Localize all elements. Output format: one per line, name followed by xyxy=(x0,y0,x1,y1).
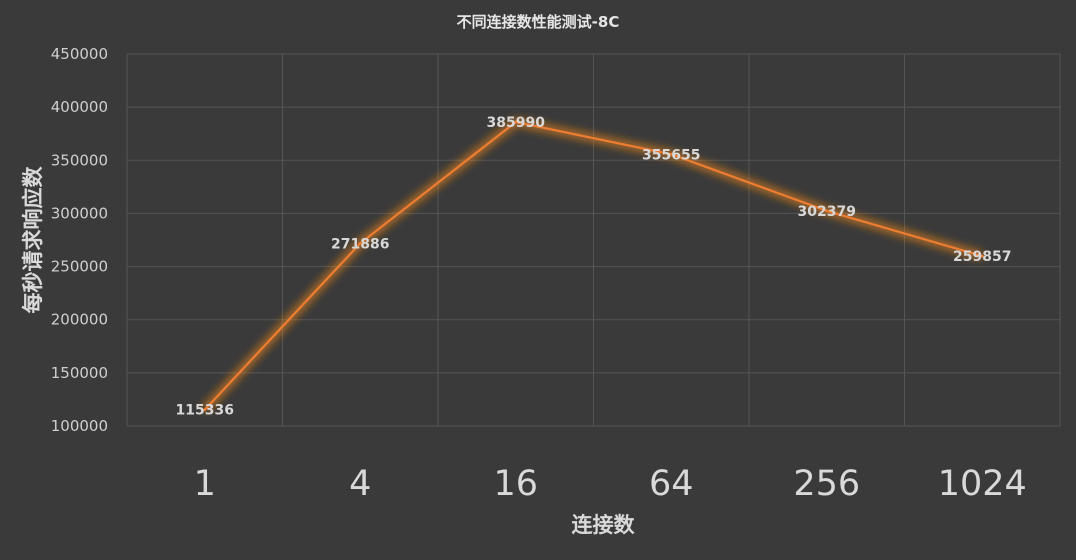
data-point xyxy=(514,120,518,124)
data-label: 302379 xyxy=(798,204,856,220)
x-axis-title: 连接数 xyxy=(572,513,636,537)
x-tick-label: 16 xyxy=(493,464,538,504)
data-label: 385990 xyxy=(487,115,546,131)
data-label: 271886 xyxy=(331,236,389,252)
data-label: 259857 xyxy=(953,249,1011,265)
data-label: 115336 xyxy=(176,403,234,419)
y-axis-ticks: 100000 150000 200000 250000 300000 350000 4000… xyxy=(51,45,108,435)
x-tick-label: 256 xyxy=(793,464,860,504)
y-tick-label: 400000 xyxy=(51,98,108,116)
y-tick-label: 100000 xyxy=(51,417,108,435)
grid-lines xyxy=(126,53,1061,427)
y-axis-title: 每秒请求响应数 xyxy=(21,166,45,314)
x-tick-label: 64 xyxy=(649,464,694,504)
y-tick-label: 200000 xyxy=(51,311,108,329)
data-point xyxy=(825,209,829,213)
data-labels: 115336 271886 385990 355655 302379 259857 xyxy=(176,115,1012,419)
y-tick-label: 150000 xyxy=(51,364,108,382)
x-tick-label: 1024 xyxy=(938,464,1027,504)
y-tick-label: 250000 xyxy=(51,258,108,276)
x-tick-label: 4 xyxy=(349,464,371,504)
y-tick-label: 300000 xyxy=(51,204,108,222)
series-group xyxy=(201,117,984,413)
data-point xyxy=(669,152,673,156)
chart-title: 不同连接数性能测试-8C xyxy=(457,13,620,31)
series-line xyxy=(203,120,983,411)
data-label: 355655 xyxy=(642,147,700,163)
y-tick-label: 350000 xyxy=(51,151,108,169)
data-point xyxy=(980,254,984,258)
y-tick-label: 450000 xyxy=(51,45,108,63)
x-tick-label: 1 xyxy=(194,464,216,504)
x-axis-ticks: 1 4 16 64 256 1024 xyxy=(194,464,1027,504)
data-point xyxy=(203,408,207,412)
data-point xyxy=(358,241,362,245)
